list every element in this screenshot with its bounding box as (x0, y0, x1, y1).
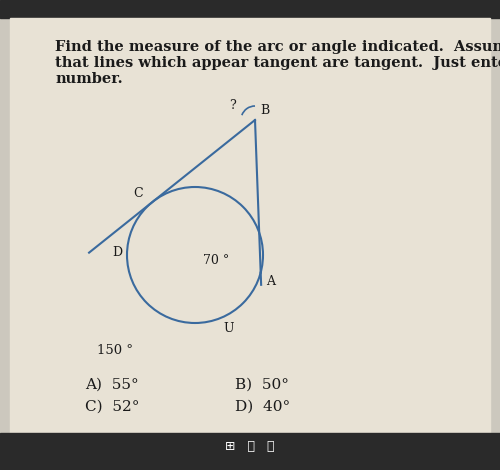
Bar (0, 433, 500, 470)
Text: ?: ? (230, 99, 236, 112)
Text: ⊞   ⬛   🔒: ⊞ ⬛ 🔒 (225, 440, 275, 454)
Text: C: C (134, 187, 143, 200)
Bar (0, 0, 500, 18)
Text: 150 °: 150 ° (97, 345, 133, 358)
Text: C)  52°: C) 52° (85, 400, 140, 414)
Text: A)  55°: A) 55° (85, 378, 139, 392)
Text: 70 °: 70 ° (203, 253, 229, 266)
Text: Find the measure of the arc or angle indicated.  Assume
that lines which appear : Find the measure of the arc or angle ind… (55, 40, 500, 86)
Text: U: U (224, 322, 234, 335)
Bar (10, 18, 490, 433)
Text: D: D (112, 246, 122, 259)
Text: B: B (260, 104, 269, 117)
Text: A: A (266, 274, 274, 288)
Text: D)  40°: D) 40° (235, 400, 290, 414)
Text: B)  50°: B) 50° (235, 378, 289, 392)
